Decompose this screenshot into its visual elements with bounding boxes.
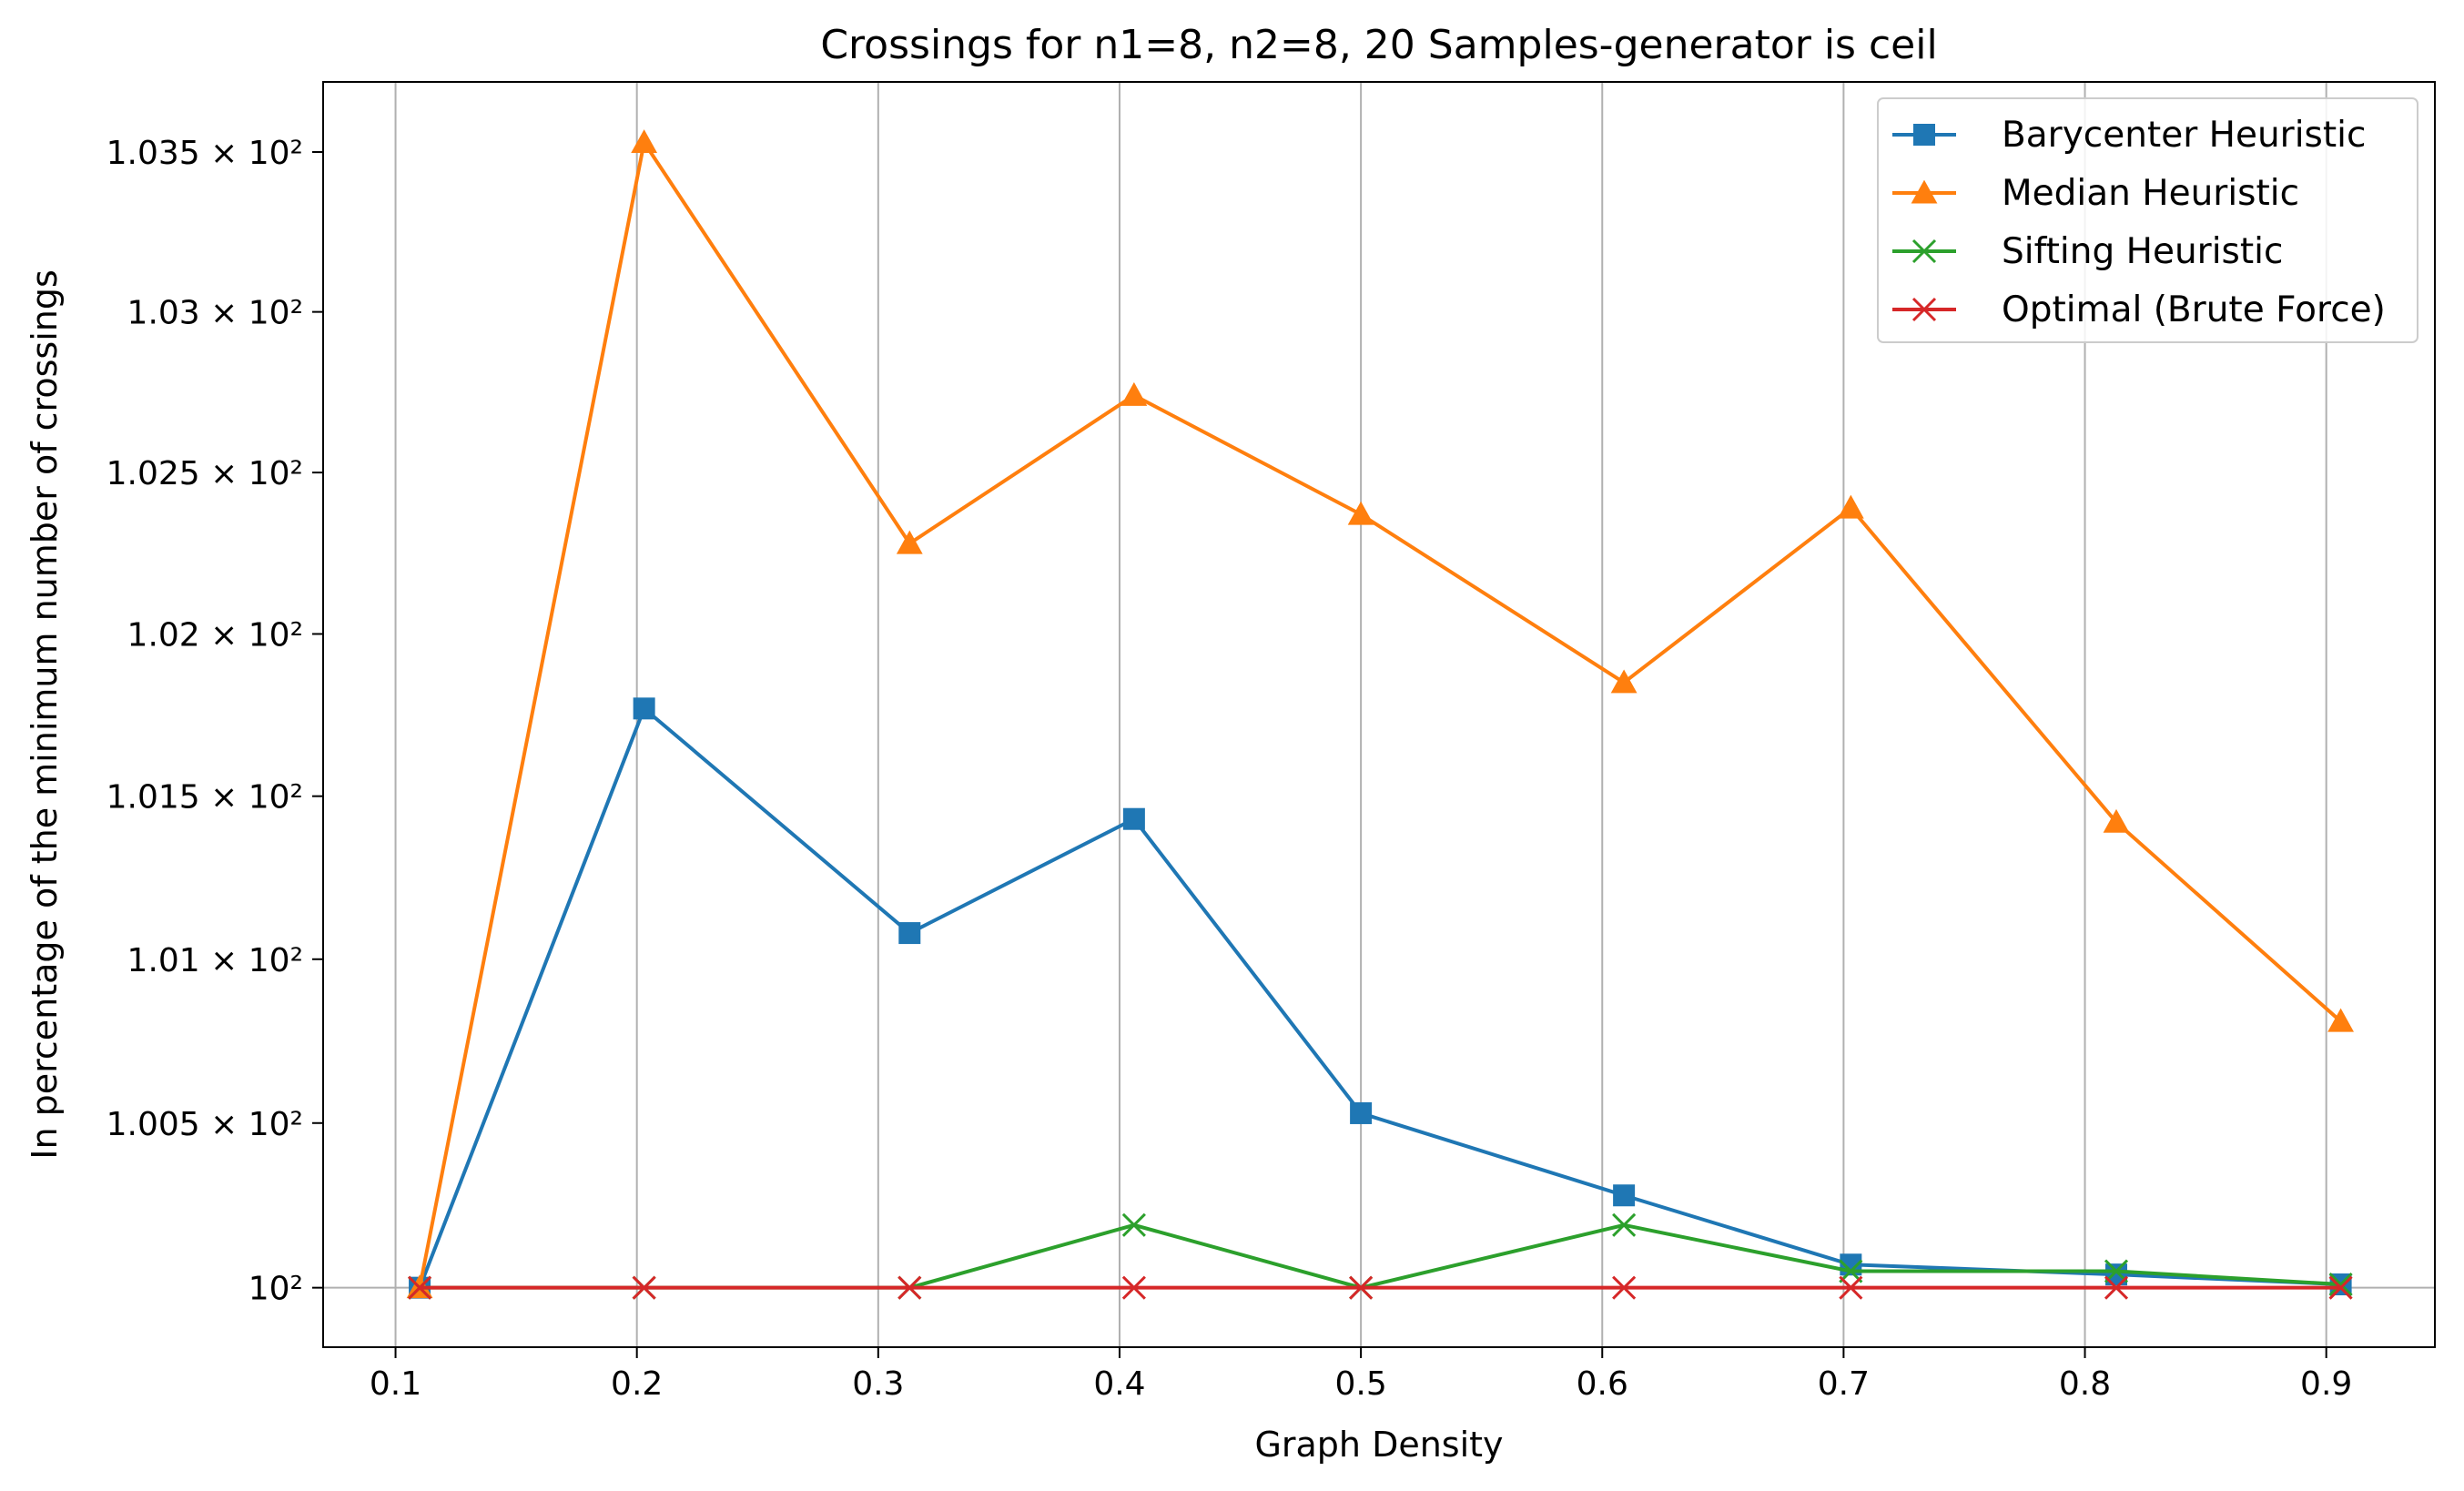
chart-title: Crossings for n1=8, n2=8, 20 Samples-gen… xyxy=(820,22,1937,68)
series-median-heuristic xyxy=(406,129,2354,1299)
data-point-x xyxy=(897,1275,922,1300)
y-tick-label: 1.005 × 10² xyxy=(106,1106,303,1143)
data-point-triangle xyxy=(1347,501,1374,525)
legend: Barycenter Heuristic Median Heuristic Sift… xyxy=(1877,97,2418,343)
data-point-x xyxy=(2328,1275,2353,1300)
legend-item: Barycenter Heuristic xyxy=(1892,115,2366,156)
data-point-square xyxy=(2105,1263,2128,1286)
x-tick-label: 0.8 xyxy=(2059,1365,2111,1403)
x-axis-label: Graph Density xyxy=(1254,1425,1503,1465)
x-tick-label: 0.1 xyxy=(370,1365,421,1403)
x-tick-label: 0.5 xyxy=(1334,1365,1386,1403)
data-point-x xyxy=(1839,1275,1863,1300)
y-tick-label: 1.025 × 10² xyxy=(106,455,303,492)
y-tick-label: 1.015 × 10² xyxy=(106,779,303,816)
data-point-square xyxy=(898,922,921,945)
legend-box xyxy=(1877,97,2418,343)
plot-area-frame xyxy=(322,81,2436,1348)
data-point-triangle xyxy=(2103,808,2130,833)
x-axis-ticks: 0.1 0.2 0.3 0.4 0.5 0.6 0.7 0.8 0.9 xyxy=(370,1347,2352,1403)
data-point-x xyxy=(1911,297,1937,322)
legend-label: Barycenter Heuristic xyxy=(2002,115,2366,156)
y-axis-ticks: 10² 1.005 × 10² 1.01 × 10² 1.015 × 10² 1.02 … xyxy=(106,135,323,1308)
x-tick-label: 0.7 xyxy=(1818,1365,1870,1403)
data-point-x xyxy=(632,1275,656,1300)
y-tick-label: 10² xyxy=(248,1271,303,1308)
data-point-x xyxy=(1612,1212,1637,1237)
data-point-triangle xyxy=(1911,179,1938,204)
legend-label: Optimal (Brute Force) xyxy=(2002,289,2386,330)
data-point-triangle xyxy=(896,530,923,554)
data-point-square xyxy=(633,697,655,720)
data-point-x xyxy=(1612,1275,1637,1300)
x-tick-label: 0.4 xyxy=(1093,1365,1145,1403)
data-point-x xyxy=(2104,1275,2129,1300)
data-point-x xyxy=(407,1275,432,1300)
legend-label: Median Heuristic xyxy=(2002,173,2299,214)
data-point-triangle xyxy=(2327,1008,2354,1032)
data-point-square xyxy=(1350,1101,1373,1124)
data-point-x xyxy=(1911,238,1937,264)
data-point-x xyxy=(1121,1275,1146,1300)
y-tick-label: 1.03 × 10² xyxy=(127,295,303,332)
legend-item: Sifting Heuristic xyxy=(1892,231,2283,272)
x-tick-label: 0.6 xyxy=(1577,1365,1628,1403)
y-tick-label: 1.035 × 10² xyxy=(106,135,303,172)
y-tick-label: 1.02 × 10² xyxy=(127,616,303,654)
legend-item: Median Heuristic xyxy=(1892,173,2299,214)
x-tick-label: 0.3 xyxy=(852,1365,904,1403)
x-tick-label: 0.2 xyxy=(611,1365,663,1403)
legend-label: Sifting Heuristic xyxy=(2002,231,2283,272)
data-point-square xyxy=(1913,124,1935,146)
data-point-triangle xyxy=(1610,669,1638,694)
data-point-triangle xyxy=(1837,494,1864,519)
data-point-triangle xyxy=(631,129,658,154)
data-point-square xyxy=(1122,807,1145,830)
data-point-square xyxy=(1613,1184,1636,1207)
data-point-x xyxy=(2328,1272,2353,1297)
data-point-x xyxy=(2104,1259,2129,1283)
y-axis-label: In percentage of the minimum number of c… xyxy=(25,269,65,1160)
series-layer xyxy=(406,129,2354,1300)
data-point-x xyxy=(1839,1259,1863,1283)
data-point-x xyxy=(1349,1275,1374,1300)
legend-item: Optimal (Brute Force) xyxy=(1892,289,2386,330)
data-point-triangle xyxy=(1120,381,1148,406)
data-point-x xyxy=(1121,1212,1146,1237)
y-tick-label: 1.01 × 10² xyxy=(127,942,303,979)
series-optimal-brute-force xyxy=(407,1275,2353,1300)
x-tick-label: 0.9 xyxy=(2300,1365,2352,1403)
